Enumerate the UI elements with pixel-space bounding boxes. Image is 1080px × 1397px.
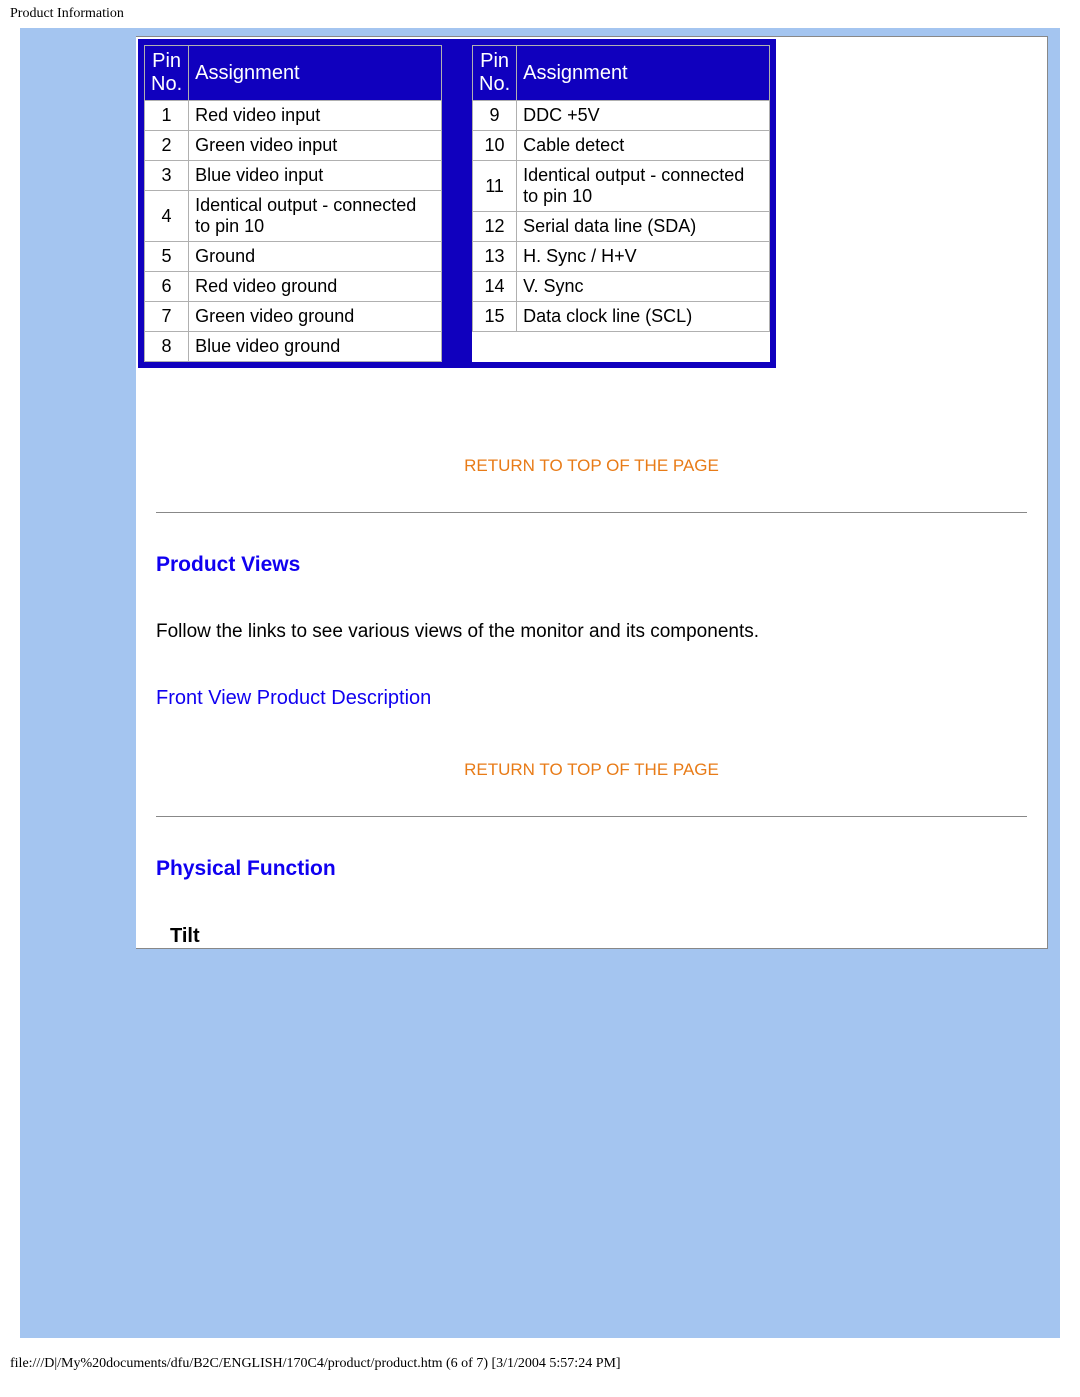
table-row: 14V. Sync — [473, 272, 770, 302]
table-row: 13H. Sync / H+V — [473, 242, 770, 272]
product-views-text: Follow the links to see various views of… — [156, 621, 1027, 643]
pin-assignment-cell: Cable detect — [517, 131, 770, 161]
tilt-subheading: Tilt — [170, 925, 1027, 948]
pin-table-header-assignment: Assignment — [189, 46, 442, 101]
table-row: 7Green video ground — [145, 302, 442, 332]
table-row: 3Blue video input — [145, 161, 442, 191]
pin-number-cell: 6 — [145, 272, 189, 302]
pin-number-cell: 2 — [145, 131, 189, 161]
pin-assignment-cell: Identical output - connected to pin 10 — [189, 191, 442, 242]
left-sidebar — [28, 36, 136, 949]
pin-number-cell: 12 — [473, 212, 517, 242]
return-to-top-link[interactable]: RETURN TO TOP OF THE PAGE — [156, 456, 1027, 476]
table-row: 8Blue video ground — [145, 332, 442, 362]
pin-number-cell: 8 — [145, 332, 189, 362]
pin-number-cell: 5 — [145, 242, 189, 272]
pin-number-cell: 3 — [145, 161, 189, 191]
pin-assignment-table-wrapper: Pin No. Assignment 1Red video input2Gree… — [138, 39, 776, 368]
table-row: 5Ground — [145, 242, 442, 272]
divider — [156, 816, 1027, 817]
table-row: 11Identical output - connected to pin 10 — [473, 161, 770, 212]
pin-table-header-no: Pin No. — [473, 46, 517, 101]
pin-assignment-cell: Data clock line (SCL) — [517, 302, 770, 332]
pin-assignment-cell: Blue video ground — [189, 332, 442, 362]
pin-assignment-cell: Red video input — [189, 101, 442, 131]
pin-table-header-no: Pin No. — [145, 46, 189, 101]
pin-number-cell: 9 — [473, 101, 517, 131]
pin-number-cell: 7 — [145, 302, 189, 332]
page-title-header: Product Information — [0, 0, 1080, 28]
table-row: 10Cable detect — [473, 131, 770, 161]
pin-number-cell: 10 — [473, 131, 517, 161]
pin-number-cell: 15 — [473, 302, 517, 332]
table-row: 2Green video input — [145, 131, 442, 161]
pin-assignment-cell: Green video input — [189, 131, 442, 161]
pin-number-cell: 4 — [145, 191, 189, 242]
table-row: 12Serial data line (SDA) — [473, 212, 770, 242]
right-accent — [1048, 36, 1052, 949]
pin-assignment-cell: Ground — [189, 242, 442, 272]
pin-assignment-cell: Serial data line (SDA) — [517, 212, 770, 242]
pin-table-left: Pin No. Assignment 1Red video input2Gree… — [144, 45, 442, 362]
table-row: 4Identical output - connected to pin 10 — [145, 191, 442, 242]
table-row: 9DDC +5V — [473, 101, 770, 131]
pin-assignment-cell: DDC +5V — [517, 101, 770, 131]
pin-assignment-cell: V. Sync — [517, 272, 770, 302]
main-content: Pin No. Assignment 1Red video input2Gree… — [136, 36, 1048, 949]
pin-table-right: Pin No. Assignment 9DDC +5V10Cable detec… — [472, 45, 770, 332]
pin-number-cell: 13 — [473, 242, 517, 272]
table-row: 15Data clock line (SCL) — [473, 302, 770, 332]
return-to-top-link[interactable]: RETURN TO TOP OF THE PAGE — [156, 760, 1027, 780]
pin-number-cell: 14 — [473, 272, 517, 302]
pin-number-cell: 11 — [473, 161, 517, 212]
pin-table-header-assignment: Assignment — [517, 46, 770, 101]
pin-assignment-cell: Blue video input — [189, 161, 442, 191]
product-views-heading: Product Views — [156, 553, 1027, 577]
table-row: 1Red video input — [145, 101, 442, 131]
pin-number-cell: 1 — [145, 101, 189, 131]
pin-assignment-cell: Green video ground — [189, 302, 442, 332]
table-row: 6Red video ground — [145, 272, 442, 302]
front-view-link[interactable]: Front View Product Description — [156, 687, 431, 710]
pin-assignment-cell: Red video ground — [189, 272, 442, 302]
divider — [156, 512, 1027, 513]
footer-path: file:///D|/My%20documents/dfu/B2C/ENGLIS… — [0, 1338, 1080, 1376]
pin-assignment-cell: Identical output - connected to pin 10 — [517, 161, 770, 212]
pin-assignment-cell: H. Sync / H+V — [517, 242, 770, 272]
physical-function-heading: Physical Function — [156, 857, 1027, 881]
content-frame: Pin No. Assignment 1Red video input2Gree… — [20, 28, 1060, 1338]
